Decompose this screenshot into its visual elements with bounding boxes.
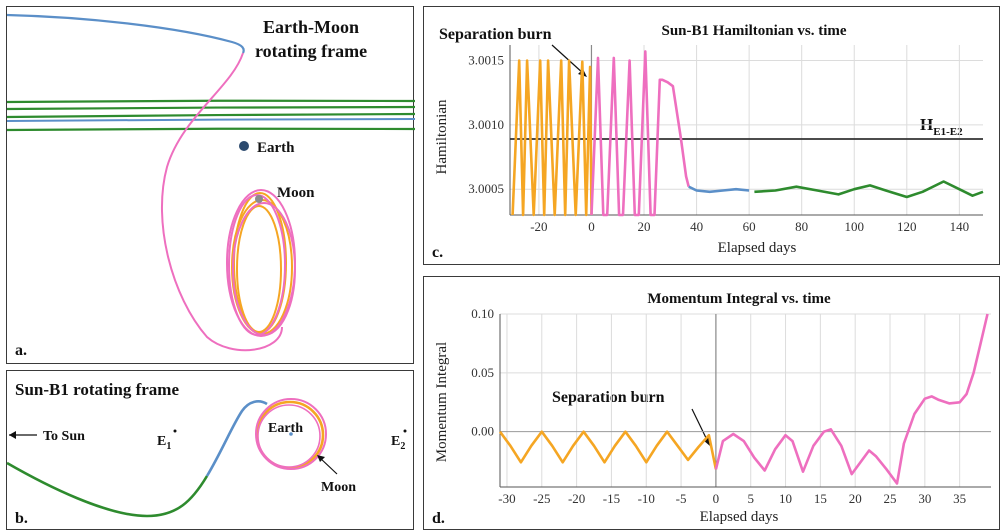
- x-tick-label: 0: [713, 491, 720, 506]
- y-tick-label: 0.10: [471, 306, 494, 321]
- moon-marker: [255, 195, 263, 203]
- panel-d-momentum-chart: Momentum Integral vs. time Elapsed days …: [423, 276, 1000, 530]
- x-tick-label: 140: [950, 219, 970, 234]
- chart-c-ylabel: Hamiltonian: [434, 99, 450, 174]
- y-tick-label: 3.0010: [468, 117, 504, 132]
- panel-b-sun-b1-frame: Sun-B1 rotating frame To Sun E1 E2 Earth…: [6, 370, 414, 530]
- e1-point: [173, 429, 177, 433]
- pink-earth-loop: [257, 404, 321, 468]
- blue-trajectory-line: [205, 400, 268, 477]
- h-e1-e2-label: HE1-E2: [920, 115, 963, 138]
- earth-label: Earth: [268, 421, 303, 436]
- e1-label: E1: [157, 434, 171, 452]
- x-tick-label: -25: [533, 491, 550, 506]
- moon-label: Moon: [277, 185, 315, 201]
- earth-moon-orbit-diagram: Earth Moon Earth-Moon rotating frame a.: [6, 13, 416, 359]
- separation-burn-arrow: [551, 44, 585, 75]
- separation-burn-annotation: Separation burn: [439, 26, 552, 43]
- separation-burn-arrow: [691, 408, 709, 443]
- e2-point: [403, 429, 407, 433]
- green-trajectory-line: [6, 127, 416, 132]
- x-tick-label: 100: [844, 219, 864, 234]
- panel-c-letter: c.: [432, 244, 443, 261]
- moon-arrowhead: [317, 455, 325, 462]
- panel-c-hamiltonian-chart: Sun-B1 Hamiltonian vs. time Elapsed days…: [423, 6, 1000, 265]
- y-tick-label: 3.0015: [468, 52, 504, 67]
- green-series-line: [754, 180, 984, 199]
- x-tick-label: 10: [779, 491, 792, 506]
- y-tick-label: 3.0005: [468, 181, 504, 196]
- blue-departure-arc: [6, 13, 245, 54]
- pink-earth-loop: [255, 398, 327, 470]
- chart-d-ylabel: Momentum Integral: [434, 342, 450, 462]
- x-tick-label: 60: [743, 219, 756, 234]
- chart-c-xlabel: Elapsed days: [718, 240, 797, 256]
- x-tick-label: 20: [638, 219, 651, 234]
- panel-b-letter: b.: [15, 510, 28, 527]
- x-tick-label: 5: [747, 491, 754, 506]
- panel-a-letter: a.: [15, 342, 27, 359]
- green-trajectory-line: [6, 112, 416, 119]
- x-tick-label: -30: [498, 491, 515, 506]
- x-tick-label: 40: [690, 219, 703, 234]
- pink-lunar-loop: [232, 202, 296, 336]
- y-tick-label: 0.00: [471, 424, 494, 439]
- x-tick-label: -20: [530, 219, 547, 234]
- pink-series-line: [714, 313, 989, 485]
- to-sun-label: To Sun: [43, 429, 85, 444]
- panel-d-letter: d.: [432, 510, 445, 527]
- panel-b-title: Sun-B1 rotating frame: [15, 380, 179, 399]
- green-trajectory-line: [6, 99, 416, 104]
- blue-series-line: [688, 185, 750, 194]
- separation-burn-annotation: Separation burn: [552, 389, 665, 406]
- green-trajectory-line: [6, 105, 416, 111]
- green-trajectory-line: [6, 461, 209, 518]
- momentum-chart-svg: Momentum Integral vs. time Elapsed days …: [432, 291, 991, 527]
- pink-lunar-loop: [228, 194, 286, 336]
- x-tick-label: -20: [568, 491, 585, 506]
- earth-marker: [239, 141, 249, 151]
- blue-trajectory-line: [6, 118, 416, 122]
- orange-lunar-loop: [236, 205, 282, 333]
- panel-a-title-line2: rotating frame: [255, 41, 367, 61]
- x-tick-label: -15: [603, 491, 620, 506]
- panel-a-earth-moon-frame: Earth Moon Earth-Moon rotating frame a.: [6, 6, 416, 364]
- panel-a-title-line1: Earth-Moon: [263, 17, 359, 37]
- earth-marker: [289, 432, 293, 436]
- e2-label: E2: [391, 434, 405, 452]
- chart-d-title: Momentum Integral vs. time: [647, 291, 831, 307]
- x-tick-label: 0: [588, 219, 595, 234]
- x-tick-label: 15: [814, 491, 827, 506]
- x-tick-label: 20: [849, 491, 862, 506]
- to-sun-arrowhead: [9, 431, 16, 439]
- chart-d-xlabel: Elapsed days: [700, 509, 779, 525]
- x-tick-label: 35: [953, 491, 966, 506]
- orange-series-line: [498, 430, 718, 470]
- x-tick-label: 30: [918, 491, 931, 506]
- hamiltonian-chart-svg: Sun-B1 Hamiltonian vs. time Elapsed days…: [432, 23, 984, 261]
- earth-label: Earth: [257, 140, 295, 156]
- x-tick-label: 80: [795, 219, 808, 234]
- pink-series-line: [590, 50, 690, 217]
- chart-c-title: Sun-B1 Hamiltonian vs. time: [661, 23, 846, 39]
- moon-label: Moon: [321, 480, 356, 495]
- sun-b1-orbit-diagram: Sun-B1 rotating frame To Sun E1 E2 Earth…: [6, 380, 407, 527]
- x-tick-label: -10: [638, 491, 655, 506]
- pink-transfer-arc: [160, 52, 283, 352]
- x-tick-label: 120: [897, 219, 917, 234]
- x-tick-label: 25: [884, 491, 897, 506]
- x-tick-label: -5: [676, 491, 687, 506]
- orange-series-line: [511, 59, 593, 217]
- y-tick-label: 0.05: [471, 365, 494, 380]
